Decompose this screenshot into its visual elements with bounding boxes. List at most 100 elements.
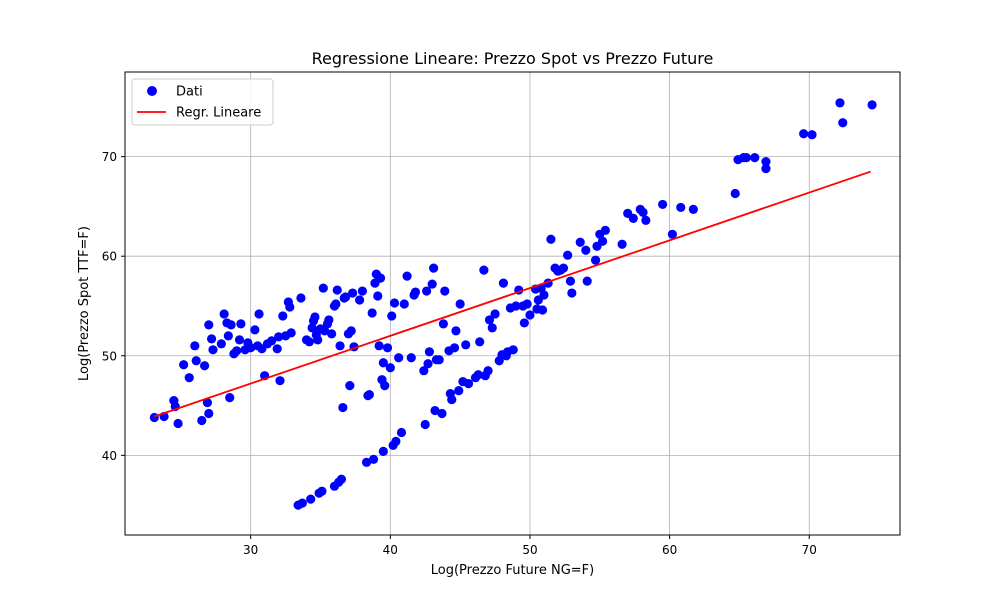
data-point <box>204 408 214 419</box>
data-point <box>641 215 651 225</box>
data-point <box>730 188 740 199</box>
data-point <box>285 302 295 312</box>
data-point <box>688 204 698 215</box>
chart-title: Regressione Lineare: Prezzo Spot vs Prez… <box>312 49 714 68</box>
data-point <box>490 309 500 319</box>
data-point <box>567 288 577 298</box>
y-axis-ticks: 40 50 60 70 <box>102 150 125 463</box>
data-point <box>208 345 218 355</box>
data-point <box>179 360 189 370</box>
x-tick-label: 40 <box>383 543 398 557</box>
x-tick-label: 60 <box>662 543 677 557</box>
data-point <box>361 457 372 467</box>
data-point <box>216 339 226 349</box>
data-point <box>422 286 432 296</box>
data-point <box>546 234 556 244</box>
data-point <box>447 394 457 405</box>
data-point <box>317 486 327 496</box>
legend-label-regression: Regr. Lineare <box>176 106 261 121</box>
data-point <box>479 265 489 275</box>
data-point <box>197 415 207 426</box>
data-point <box>438 319 448 329</box>
data-point <box>367 308 377 318</box>
data-point <box>434 355 444 365</box>
data-point <box>341 292 351 302</box>
data-point <box>427 279 437 289</box>
data-point <box>676 202 686 213</box>
data-point <box>335 341 345 351</box>
data-point <box>658 199 668 210</box>
data-point <box>440 286 450 296</box>
data-point <box>254 309 264 319</box>
data-point <box>275 376 285 386</box>
data-point <box>223 331 233 341</box>
data-point <box>373 291 383 301</box>
data-point <box>575 237 585 247</box>
y-tick-label: 40 <box>102 449 117 463</box>
data-point <box>473 370 483 380</box>
data-point <box>375 273 386 283</box>
data-point <box>250 325 260 335</box>
data-point <box>348 288 358 298</box>
data-point <box>835 98 845 108</box>
data-point <box>565 276 576 286</box>
data-point <box>324 315 334 325</box>
data-point <box>346 326 356 336</box>
data-point <box>761 157 771 167</box>
data-point <box>430 405 440 416</box>
data-point <box>581 245 591 255</box>
data-point <box>318 283 328 293</box>
data-point <box>374 341 384 351</box>
data-point <box>455 299 465 309</box>
plot-frame <box>124 71 901 536</box>
data-point <box>389 298 400 308</box>
data-point <box>225 392 235 403</box>
data-point <box>204 320 214 330</box>
x-axis-label: Log(Prezzo Future NG=F) <box>431 563 594 578</box>
data-point <box>387 311 397 321</box>
data-point <box>867 100 877 110</box>
data-point <box>519 318 529 328</box>
data-point <box>667 229 677 239</box>
data-point <box>508 345 518 355</box>
data-point <box>320 326 330 336</box>
data-point <box>638 207 648 217</box>
data-point <box>236 319 246 329</box>
data-point <box>345 381 355 391</box>
data-point <box>537 305 548 315</box>
data-point <box>558 263 569 273</box>
data-point <box>396 427 407 438</box>
legend-box <box>131 78 274 126</box>
data-point <box>274 332 284 342</box>
data-point <box>206 334 217 344</box>
data-point <box>219 309 229 319</box>
data-point <box>310 312 320 322</box>
data-point <box>600 225 610 235</box>
data-point <box>461 340 471 350</box>
data-points <box>149 98 877 510</box>
data-point <box>267 336 277 346</box>
data-point <box>402 271 412 281</box>
data-point <box>451 326 461 336</box>
data-point <box>741 153 751 163</box>
data-point <box>246 343 256 353</box>
data-point <box>429 263 439 273</box>
data-point <box>463 379 474 389</box>
data-point <box>357 286 367 296</box>
data-point <box>304 337 314 347</box>
data-point <box>807 130 817 140</box>
data-point <box>149 412 159 423</box>
data-point <box>410 287 421 297</box>
data-point <box>394 353 404 363</box>
data-point <box>838 118 848 128</box>
regression-line-group <box>154 170 871 418</box>
legend-label-dati: Dati <box>176 85 203 100</box>
data-point <box>202 397 212 408</box>
data-point <box>420 419 430 430</box>
data-point <box>232 346 242 356</box>
data-point <box>511 301 521 311</box>
data-point <box>368 454 379 464</box>
data-point <box>525 310 535 320</box>
data-point <box>498 278 509 288</box>
